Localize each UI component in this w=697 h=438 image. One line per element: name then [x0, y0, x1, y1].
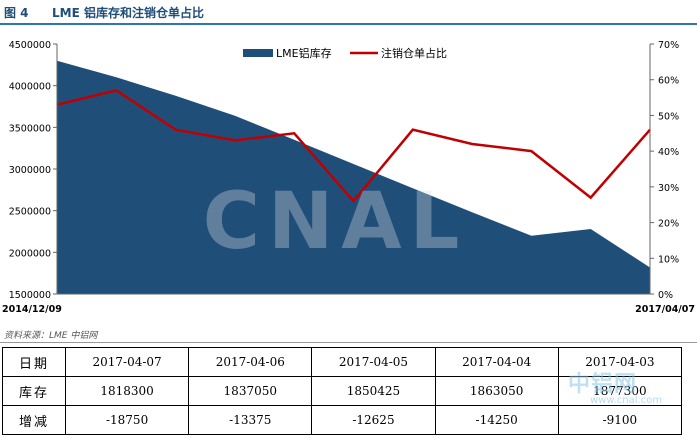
legend-label-inventory: LME铝库存 — [276, 46, 332, 60]
inventory-table: 日期 2017-04-07 2017-04-06 2017-04-05 2017… — [2, 347, 683, 435]
left-axis-tick-label: 2500000 — [9, 207, 51, 218]
table-row-label: 增减 — [2, 405, 66, 435]
right-axis-tick-label: 50% — [658, 111, 679, 122]
ratio-line — [56, 89, 651, 204]
right-axis-tick-label: 20% — [658, 219, 679, 230]
right-axis-tick-label: 60% — [658, 76, 679, 87]
right-axis-ticks: 0% 10% 20% 30% 40% 50% 60% 70% — [650, 40, 679, 301]
left-axis-tick-label: 4500000 — [9, 40, 51, 51]
plot-area: CNAL — [56, 60, 651, 295]
table-cell: -14250 — [434, 405, 559, 435]
right-axis-tick-label: 10% — [658, 254, 679, 265]
table-cell: -9100 — [557, 405, 683, 435]
left-axis-ticks: 1500000 2000000 2500000 3000000 3500000 40000… — [9, 40, 57, 301]
source-note: 资料来源：LME 中铝网 — [4, 331, 98, 341]
x-axis-tick-label: 2014/12/09 — [2, 304, 62, 315]
left-axis-tick-label: 1500000 — [9, 290, 51, 301]
left-axis-tick-label: 4000000 — [9, 82, 51, 93]
table-date-cell: 2017-04-07 — [64, 347, 190, 377]
figure-title: LME 铝库存和注销仓单占比 — [52, 6, 204, 20]
table-cell: 1863050 — [434, 376, 559, 406]
x-axis-ticks: 2014/12/09 2017/04/07 — [2, 304, 695, 315]
chart-legend: LME铝库存 注销仓单占比 — [243, 46, 447, 60]
right-axis-tick-label: 30% — [658, 183, 679, 194]
x-axis-tick-label: 2017/04/07 — [635, 304, 695, 315]
source-divider — [0, 342, 697, 343]
watermark-text: CNAL — [203, 177, 468, 267]
left-axis-tick-label: 3500000 — [9, 123, 51, 134]
legend-label-ratio: 注销仓单占比 — [381, 46, 447, 60]
table-header-label: 日期 — [2, 347, 66, 377]
header-divider — [0, 23, 697, 25]
table-cell: 1850425 — [311, 376, 436, 406]
table-date-cell: 2017-04-06 — [188, 347, 313, 377]
table-header-row: 日期 2017-04-07 2017-04-06 2017-04-05 2017… — [2, 347, 683, 377]
right-axis-tick-label: 0% — [658, 290, 673, 301]
inventory-area — [57, 60, 650, 295]
inventory-ratio-chart: CNAL 1500000 2000000 2500000 3000000 3500000… — [2, 40, 695, 315]
legend-swatch-inventory — [243, 49, 273, 57]
table-date-cell: 2017-04-04 — [434, 347, 559, 377]
table-cell: -18750 — [64, 405, 190, 435]
logo-watermark: 中铝网 — [568, 372, 638, 397]
figure-number: 图 4 — [4, 6, 29, 20]
left-axis-tick-label: 2000000 — [9, 248, 51, 259]
right-axis-tick-label: 70% — [658, 40, 679, 51]
logo-url: www.cnal.com — [590, 395, 663, 406]
table-cell: -13375 — [188, 405, 313, 435]
table-cell: 1818300 — [64, 376, 190, 406]
table-row: 增减 -18750 -13375 -12625 -14250 -9100 — [2, 405, 683, 435]
table-row-label: 库存 — [2, 376, 66, 406]
left-axis-tick-label: 3000000 — [9, 165, 51, 176]
table-cell: 1837050 — [188, 376, 313, 406]
figure-header: 图 4 LME 铝库存和注销仓单占比 — [0, 0, 697, 25]
table-cell: -12625 — [311, 405, 436, 435]
table-date-cell: 2017-04-05 — [311, 347, 436, 377]
right-axis-tick-label: 40% — [658, 147, 679, 158]
